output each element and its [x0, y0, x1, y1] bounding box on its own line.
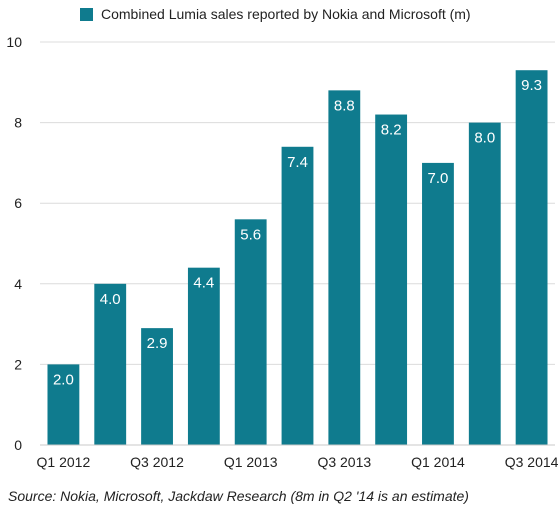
x-tick-label: Q3 2013: [317, 454, 371, 470]
y-tick-label: 6: [14, 195, 22, 211]
data-label: 8.2: [381, 122, 402, 139]
bar: [187, 267, 220, 445]
data-label: 8.8: [334, 97, 355, 114]
x-tick-label: Q3 2014: [505, 454, 559, 470]
y-tick-label: 0: [14, 437, 22, 453]
bar: [515, 70, 548, 446]
data-label: 8.0: [474, 130, 495, 147]
y-tick-label: 4: [14, 276, 22, 292]
x-tick-label: Q1 2013: [224, 454, 278, 470]
legend-swatch: [80, 7, 93, 21]
legend: Combined Lumia sales reported by Nokia a…: [80, 6, 471, 22]
data-label: 5.6: [240, 226, 261, 243]
bar: [141, 328, 173, 445]
x-tick-label: Q1 2014: [411, 454, 465, 470]
bar: [375, 114, 408, 445]
data-label: 2.9: [147, 335, 168, 352]
bar: [47, 364, 80, 445]
legend-label: Combined Lumia sales reported by Nokia a…: [101, 6, 471, 22]
bar: [281, 146, 314, 445]
bar: [468, 122, 501, 445]
data-label: 9.3: [521, 77, 542, 94]
y-tick-label: 2: [14, 356, 22, 372]
x-tick-label: Q3 2012: [130, 454, 184, 470]
data-label: 7.4: [287, 154, 308, 171]
x-tick-label: Q1 2012: [37, 454, 91, 470]
bar: [234, 219, 267, 445]
y-tick-label: 8: [14, 115, 22, 131]
bar: [94, 283, 127, 445]
y-tick-label: 10: [6, 34, 22, 50]
data-label: 2.0: [53, 371, 74, 388]
data-label: 4.0: [100, 291, 121, 308]
source-note: Source: Nokia, Microsoft, Jackdaw Resear…: [8, 488, 469, 504]
bar: [328, 90, 361, 446]
bar: [422, 162, 454, 445]
data-label: 4.4: [193, 275, 214, 292]
data-label: 7.0: [428, 170, 449, 187]
